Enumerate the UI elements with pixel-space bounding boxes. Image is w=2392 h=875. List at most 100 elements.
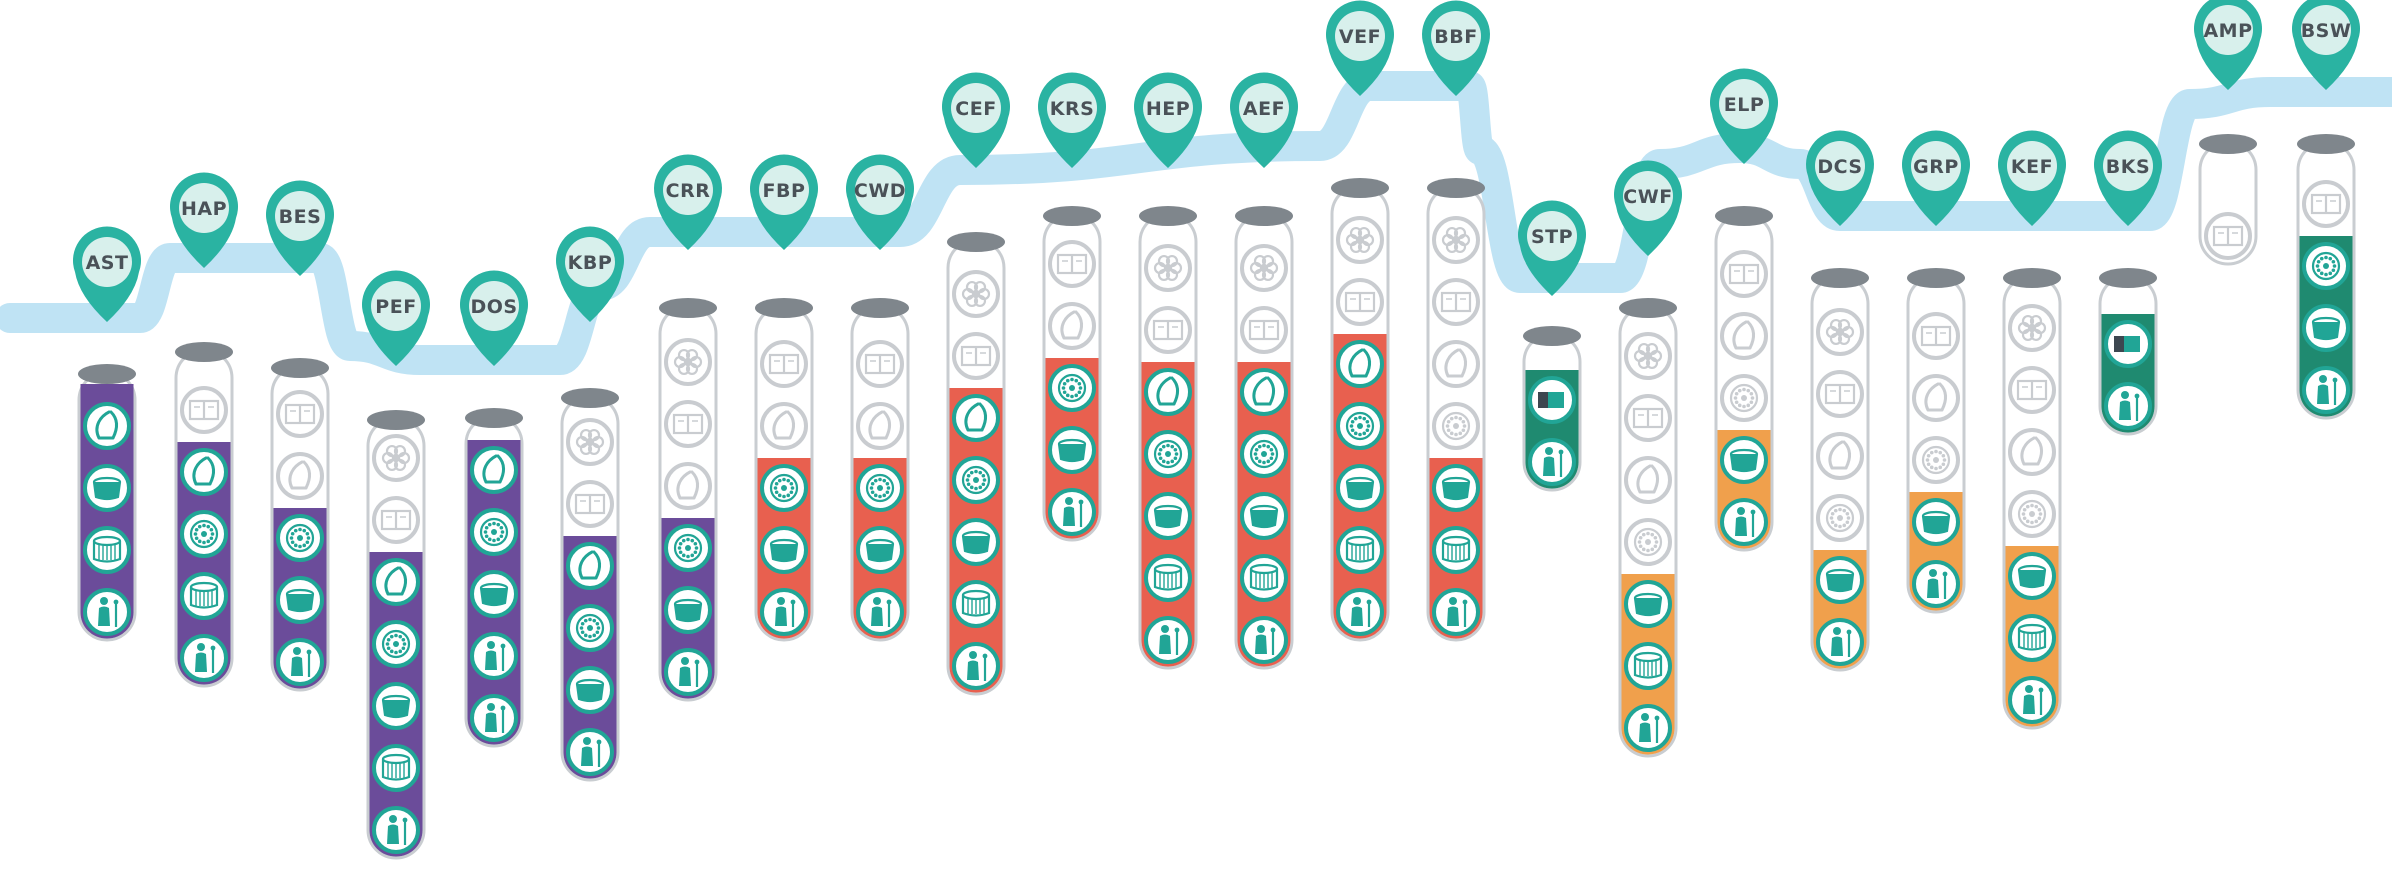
person-icon bbox=[1336, 588, 1384, 636]
drum-icon bbox=[1336, 526, 1384, 574]
tube-cap bbox=[851, 298, 909, 318]
basket-icon bbox=[276, 576, 324, 624]
pin-cwf: CWF bbox=[1614, 160, 1682, 256]
person-icon bbox=[566, 728, 614, 776]
tube-cap bbox=[78, 364, 136, 384]
person-icon bbox=[1528, 438, 1576, 486]
drum-icon bbox=[83, 526, 131, 574]
tube-cap bbox=[1907, 268, 1965, 288]
pin-label: BES bbox=[279, 206, 322, 228]
pin-face bbox=[855, 165, 905, 215]
pin-face bbox=[469, 281, 519, 331]
tube-fbp bbox=[754, 298, 814, 642]
person-icon bbox=[1912, 560, 1960, 608]
lyre-icon bbox=[1240, 368, 1288, 416]
tube-bsw bbox=[2296, 134, 2356, 420]
pin-face bbox=[2103, 141, 2153, 191]
tube-cap bbox=[755, 298, 813, 318]
flower-icon bbox=[1816, 308, 1864, 356]
flower-icon bbox=[1624, 332, 1672, 380]
person-icon bbox=[1816, 618, 1864, 666]
pin-kef: KEF bbox=[1998, 130, 2066, 226]
tube-cwd bbox=[850, 298, 910, 642]
basket-icon bbox=[1048, 426, 1096, 474]
person-icon bbox=[180, 634, 228, 682]
pin-label: CEF bbox=[955, 98, 996, 120]
flower-icon bbox=[1240, 244, 1288, 292]
pin-amp: AMP bbox=[2194, 0, 2262, 90]
basket-icon bbox=[1624, 580, 1672, 628]
pin-face bbox=[82, 237, 132, 287]
tube-cap bbox=[1811, 268, 1869, 288]
pin-hep: HEP bbox=[1134, 72, 1203, 168]
lyre-icon bbox=[1912, 374, 1960, 422]
basket-icon bbox=[1432, 464, 1480, 512]
person-icon bbox=[1624, 704, 1672, 752]
wheel-icon bbox=[276, 514, 324, 562]
pin-krs: KRS bbox=[1038, 72, 1106, 168]
basket-icon bbox=[83, 464, 131, 512]
pin-cwd: CWD bbox=[846, 154, 914, 250]
person-icon bbox=[664, 648, 712, 696]
person-icon bbox=[470, 632, 518, 680]
wheel-icon bbox=[180, 510, 228, 558]
pin-fbp: FBP bbox=[749, 154, 818, 250]
person-icon bbox=[276, 638, 324, 686]
tube-cap bbox=[947, 232, 1005, 252]
tube-pef bbox=[366, 410, 426, 860]
flower-icon bbox=[2008, 304, 2056, 352]
wheel-icon bbox=[1048, 364, 1096, 412]
flower-icon bbox=[1432, 216, 1480, 264]
book-icon bbox=[856, 340, 904, 388]
tube-bbf bbox=[1426, 178, 1486, 642]
lyre-icon bbox=[1624, 456, 1672, 504]
pin-bbf: BBF bbox=[1422, 0, 1490, 97]
basket-icon bbox=[664, 586, 712, 634]
pin-face bbox=[2301, 5, 2351, 55]
pin-face bbox=[1623, 171, 1673, 221]
drum-icon bbox=[1432, 526, 1480, 574]
pin-face bbox=[565, 237, 615, 287]
flower-icon bbox=[372, 434, 420, 482]
pin-bks: BKS bbox=[2094, 130, 2162, 226]
book-icon bbox=[2204, 212, 2252, 260]
tube-cap bbox=[175, 342, 233, 362]
wheel-icon bbox=[1240, 430, 1288, 478]
pin-grp: GRP bbox=[1902, 130, 1970, 226]
basket-icon bbox=[566, 666, 614, 714]
drum-icon bbox=[952, 580, 1000, 628]
pin-face bbox=[663, 165, 713, 215]
pin-vef: VEF bbox=[1326, 0, 1394, 96]
pin-face bbox=[1911, 141, 1961, 191]
book-icon bbox=[664, 400, 712, 448]
tube-cap bbox=[2297, 134, 2355, 154]
lyre-icon bbox=[1816, 432, 1864, 480]
pin-label: DOS bbox=[470, 296, 517, 318]
book-icon bbox=[372, 496, 420, 544]
wheel-icon bbox=[1336, 402, 1384, 450]
tube-kbp bbox=[560, 388, 620, 782]
book-icon bbox=[1624, 394, 1672, 442]
tube-cap bbox=[1235, 206, 1293, 226]
pin-label: CWD bbox=[854, 180, 906, 202]
tube-bes bbox=[270, 358, 330, 692]
tube-cap bbox=[2099, 268, 2157, 288]
basket-icon bbox=[856, 526, 904, 574]
tube-cap bbox=[1523, 326, 1581, 346]
person-icon bbox=[470, 694, 518, 742]
pin-face bbox=[1047, 83, 1097, 133]
tube-cap bbox=[1331, 178, 1389, 198]
basket-icon bbox=[470, 570, 518, 618]
book-icon bbox=[952, 332, 1000, 380]
person-icon bbox=[2302, 366, 2350, 414]
basket-icon bbox=[1240, 492, 1288, 540]
pin-label: PEF bbox=[375, 296, 416, 318]
tube-cef bbox=[946, 232, 1006, 696]
pin-label: AEF bbox=[1243, 98, 1285, 120]
lyre-icon bbox=[1432, 340, 1480, 388]
book-icon bbox=[566, 480, 614, 528]
lyre-icon bbox=[1336, 340, 1384, 388]
tube-hap bbox=[174, 342, 234, 688]
wheel-icon bbox=[1816, 494, 1864, 542]
